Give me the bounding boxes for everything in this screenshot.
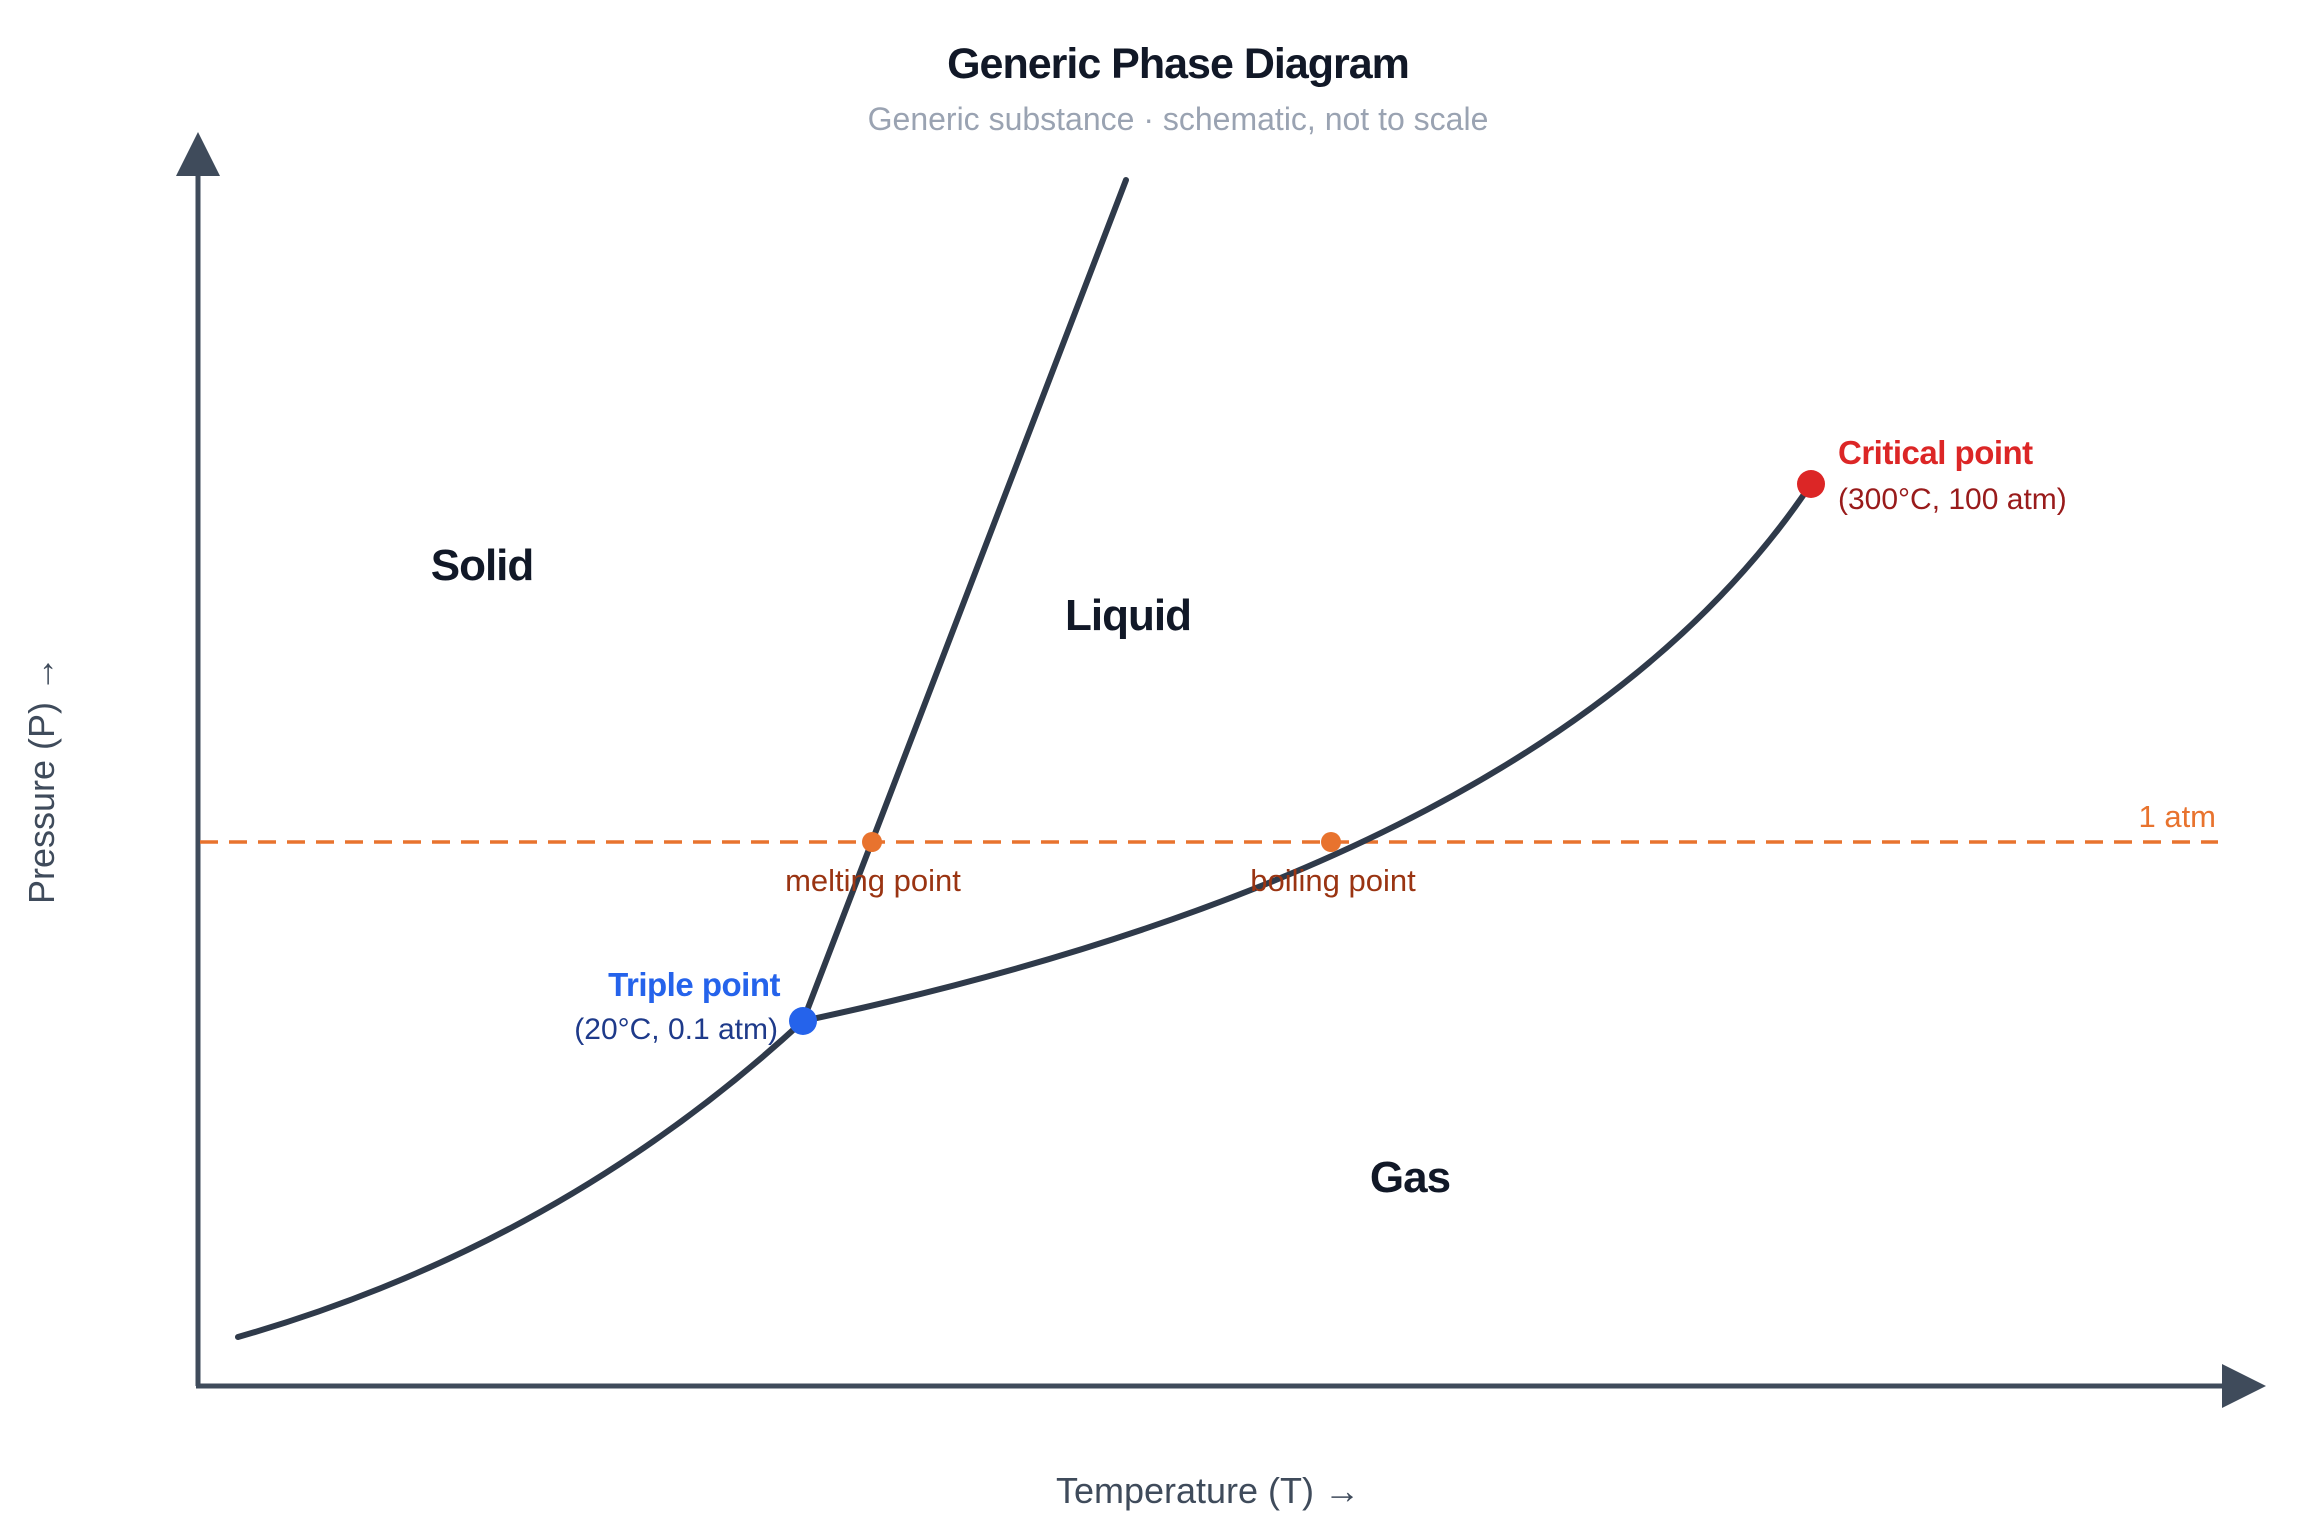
x-axis-arrow xyxy=(2222,1364,2266,1408)
y-axis-arrow xyxy=(176,132,220,176)
x-axis-label: Temperature (T) → xyxy=(1056,1470,1360,1511)
melting-point-marker xyxy=(862,832,882,852)
critical-point-title: Critical point xyxy=(1838,434,2033,471)
boiling-point-marker xyxy=(1321,832,1341,852)
fusion-curve xyxy=(800,177,1129,1024)
triple-point-title: Triple point xyxy=(608,966,780,1003)
diagram-subtitle: Generic substance · schematic, not to sc… xyxy=(868,101,1489,137)
diagram-title: Generic Phase Diagram xyxy=(947,40,1409,88)
melting-point-label: melting point xyxy=(785,863,961,898)
one-atm-label: 1 atm xyxy=(2138,799,2216,834)
critical-point-marker xyxy=(1797,470,1825,498)
region-solid-label: Solid xyxy=(431,541,534,590)
region-gas-label: Gas xyxy=(1370,1153,1450,1202)
critical-point-value: (300°C, 100 atm) xyxy=(1838,483,2067,516)
triple-point-marker xyxy=(789,1007,817,1035)
region-liquid-label: Liquid xyxy=(1065,591,1191,640)
boiling-point-label: boiling point xyxy=(1250,863,1416,898)
triple-point-value: (20°C, 0.1 atm) xyxy=(574,1013,778,1046)
sublimation-curve xyxy=(235,1018,806,1340)
vaporization-curve xyxy=(800,481,1814,1024)
y-axis-label: Pressure (P) → xyxy=(21,656,62,904)
